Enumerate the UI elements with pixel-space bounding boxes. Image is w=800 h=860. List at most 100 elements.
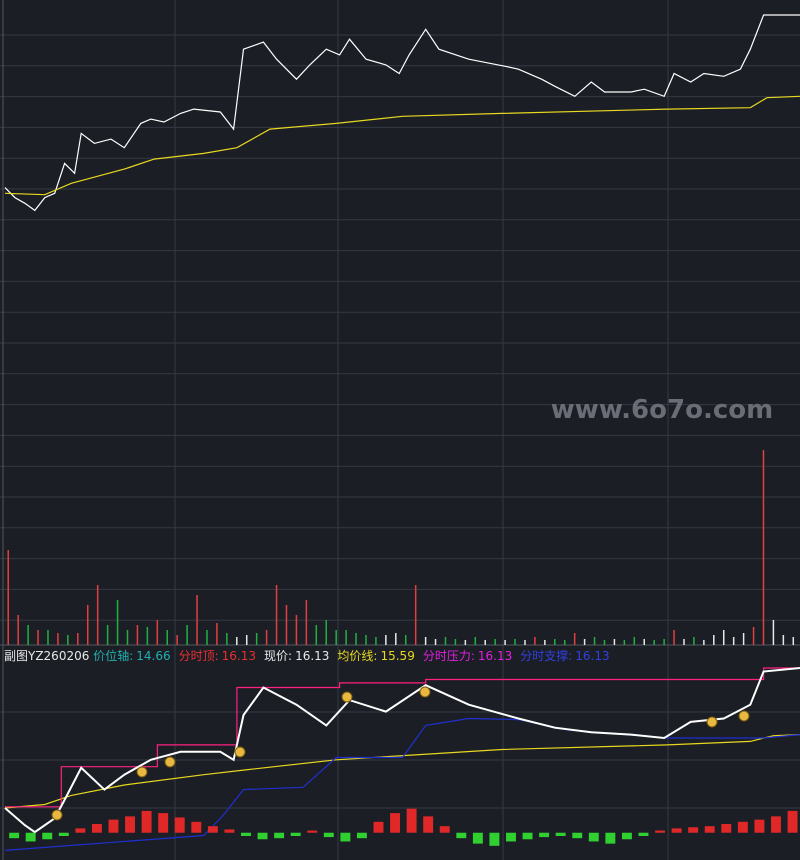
bar: [108, 819, 119, 833]
legend-value: 16.13: [477, 649, 513, 663]
bar: [265, 630, 268, 645]
bar: [385, 635, 387, 645]
bar: [489, 832, 500, 846]
bar: [514, 639, 516, 645]
bar: [633, 637, 636, 645]
bar: [722, 630, 725, 645]
line: [4, 667, 800, 834]
bar: [588, 832, 599, 842]
sub-title: 副图YZ260206: [4, 649, 90, 663]
signal-icon: [234, 746, 246, 758]
bar: [27, 625, 29, 645]
bar: [146, 627, 149, 645]
bar: [285, 605, 288, 645]
bar: [7, 550, 9, 645]
bar: [439, 826, 450, 833]
legend-label: 分时支撑:: [520, 649, 573, 663]
line: [4, 734, 800, 809]
bar: [275, 585, 278, 645]
bar: [544, 640, 546, 645]
bar: [721, 824, 732, 833]
bar: [356, 832, 367, 839]
bar: [772, 620, 775, 645]
bar: [17, 615, 19, 645]
bar: [37, 630, 39, 645]
bar: [136, 625, 139, 645]
bar: [524, 640, 526, 645]
bar: [335, 630, 337, 645]
bar: [125, 816, 136, 833]
bar: [196, 595, 198, 645]
bar: [126, 630, 129, 645]
bar: [424, 637, 427, 645]
legend-label: 现价:: [264, 649, 293, 663]
bar: [373, 821, 384, 833]
bar: [737, 821, 748, 833]
bar: [106, 625, 109, 645]
bar: [67, 635, 69, 645]
legend-value: 15.59: [380, 649, 415, 663]
bar: [456, 832, 467, 839]
bar: [395, 633, 397, 645]
bar: [414, 585, 417, 645]
bar: [224, 829, 235, 833]
bar: [643, 639, 645, 645]
bar: [472, 832, 483, 844]
bar: [77, 633, 79, 645]
bar: [506, 832, 516, 842]
bar: [323, 832, 334, 838]
bar: [207, 826, 218, 833]
bar: [290, 832, 301, 836]
legend-label: 均价线:: [337, 649, 378, 663]
bar: [315, 625, 318, 645]
line: [4, 95, 800, 196]
bar: [116, 600, 119, 645]
bar: [555, 832, 566, 836]
bar: [158, 813, 169, 833]
signal-icon: [164, 756, 176, 768]
bar: [754, 819, 765, 833]
bar: [787, 810, 798, 833]
bar: [345, 630, 347, 645]
bar: [444, 637, 447, 645]
bar: [307, 830, 318, 833]
bar: [573, 633, 576, 645]
bar: [671, 828, 682, 833]
bar: [241, 832, 251, 836]
bar: [653, 640, 655, 645]
bar: [683, 639, 685, 645]
bar: [274, 832, 285, 839]
bar: [693, 637, 695, 645]
bar: [732, 637, 735, 645]
signal-icon: [706, 716, 718, 728]
legend-label: 分时顶:: [178, 649, 219, 663]
bar: [375, 637, 377, 645]
bar: [613, 639, 616, 645]
bar: [572, 832, 583, 839]
bar: [742, 633, 745, 645]
bar: [57, 633, 59, 645]
bar: [583, 639, 586, 645]
legend-value: 16.13: [295, 649, 330, 663]
bar: [186, 625, 188, 645]
bar: [663, 639, 665, 645]
watermark: www.6o7o.com: [551, 395, 773, 425]
bar: [534, 637, 536, 645]
bar: [166, 630, 168, 645]
legend: 副图YZ260206 价位轴: 14.66 分时顶: 16.13 现价: 16.13 均价线…: [4, 647, 618, 664]
bar: [522, 832, 533, 840]
bar: [42, 832, 53, 840]
legend-value: 16.13: [575, 649, 610, 663]
bar: [563, 640, 566, 645]
bar: [605, 832, 616, 844]
bar: [404, 635, 407, 645]
bar: [58, 832, 69, 836]
bar: [464, 640, 467, 645]
legend-label: 价位轴:: [93, 649, 134, 663]
bar: [593, 637, 596, 645]
line: [5, 667, 800, 808]
bar: [454, 639, 457, 645]
bar: [340, 832, 351, 842]
